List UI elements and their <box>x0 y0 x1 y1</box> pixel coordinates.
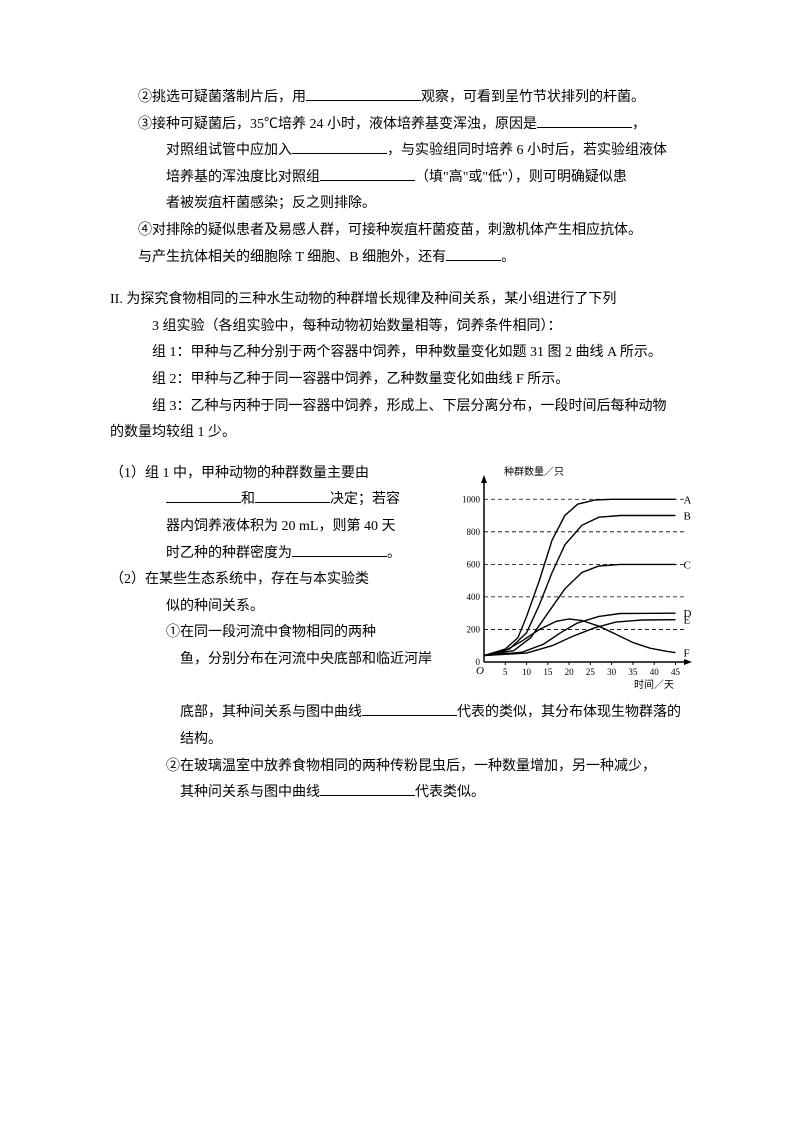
text: 代表类似。 <box>415 785 485 800</box>
flex-row: （1）组 1 中，甲种动物的种群数量主要由 和 决定；若容 器内饲养液体积为 20… <box>110 461 710 701</box>
text: 其种问关系与图中曲线 <box>180 785 320 800</box>
exam-page: ②挑选可疑菌落制片后，用 观察，可看到呈竹节状排列的杆菌。 ③接种可疑菌后，35℃… <box>0 0 800 1132</box>
q-i-4-line1: ④对排除的疑似患者及易感人群，可接种炭疽杆菌疫苗，刺激机体产生相应抗体。 <box>110 218 710 245</box>
blank <box>320 166 415 181</box>
q2-line8: 其种问关系与图中曲线 代表类似。 <box>110 780 710 807</box>
q-i-3-line1: ③接种可疑菌后，35℃培养 24 小时，液体培养基变浑浊，原因是 ， <box>110 112 710 139</box>
blank <box>255 488 330 503</box>
q-i-3-line4: 者被炭疽杆菌感染；反之则排除。 <box>110 191 710 218</box>
svg-text:E: E <box>683 614 690 626</box>
text: ④对排除的疑似患者及易感人群，可接种炭疽杆菌疫苗，刺激机体产生相应抗体。 <box>138 223 642 238</box>
text: ②在玻璃温室中放养食物相同的两种传粉昆虫后，一种数量增加，另一种减少， <box>166 759 656 774</box>
q1-line2: 和 决定；若容 <box>110 487 440 514</box>
text: 代表的类似，其分布体现生物群落的 <box>457 705 681 720</box>
text: （填"高"或"低"），则可明确疑似患 <box>415 170 627 185</box>
text: 。 <box>501 250 515 265</box>
text: 3 组实验（各组实验中，每种动物初始数量相等，饲养条件相同）： <box>152 319 562 334</box>
svg-text:B: B <box>683 510 690 522</box>
q1-line3: 器内饲养液体积为 20 mL，则第 40 天 <box>110 514 440 541</box>
q1-line4: 时乙种的种群密度为 。 <box>110 541 440 568</box>
svg-text:25: 25 <box>586 667 596 677</box>
svg-text:400: 400 <box>467 592 481 602</box>
ii-g1: 组 1：甲种与乙种分别于两个容器中饲养，甲种数量变化如题 31 图 2 曲线 A… <box>110 340 710 367</box>
blank <box>362 701 457 716</box>
text: 与产生抗体相关的细胞除 T 细胞、B 细胞外，还有 <box>138 250 446 265</box>
svg-text:种群数量／只: 种群数量／只 <box>504 465 564 478</box>
q2-line6: 结构。 <box>110 727 710 754</box>
text: II. 为探究食物相同的三种水生动物的种群增长规律及种间关系，某小组进行了下列 <box>110 292 616 307</box>
svg-text:30: 30 <box>607 667 617 677</box>
text: 似的种间关系。 <box>166 599 264 614</box>
blank <box>446 246 501 261</box>
q-i-3-line2: 对照组试管中应加入 ，与实验组同时培养 6 小时后，若实验组液体 <box>110 138 710 165</box>
svg-text:F: F <box>683 647 689 659</box>
text: 观察，可看到呈竹节状排列的杆菌。 <box>421 90 645 105</box>
ii-heading: II. 为探究食物相同的三种水生动物的种群增长规律及种间关系，某小组进行了下列 <box>110 287 710 314</box>
text: 底部，其种间关系与图中曲线 <box>180 705 362 720</box>
svg-text:5: 5 <box>503 667 508 677</box>
svg-text:时间／天: 时间／天 <box>634 678 674 690</box>
text: 时乙种的种群密度为 <box>166 546 292 561</box>
q2-line7: ②在玻璃温室中放养食物相同的两种传粉昆虫后，一种数量增加，另一种减少， <box>110 754 710 781</box>
svg-text:40: 40 <box>650 667 660 677</box>
text: 培养基的浑浊度比对照组 <box>166 170 320 185</box>
text: 组 1：甲种与乙种分别于两个容器中饲养，甲种数量变化如题 31 图 2 曲线 A… <box>152 345 662 360</box>
q-i-4-line2: 与产生抗体相关的细胞除 T 细胞、B 细胞外，还有 。 <box>110 245 710 272</box>
q-i-2: ②挑选可疑菌落制片后，用 观察，可看到呈竹节状排列的杆菌。 <box>110 85 710 112</box>
text: 组 2：甲种与乙种于同一容器中饲养，乙种数量变化如曲线 F 所示。 <box>152 372 569 387</box>
blank <box>166 488 241 503</box>
text: 。 <box>387 546 401 561</box>
text: 的数量均较组 1 少。 <box>110 425 236 440</box>
ii-g3b: 的数量均较组 1 少。 <box>110 420 710 447</box>
text: ，与实验组同时培养 6 小时后，若实验组液体 <box>387 143 667 158</box>
section-ii: II. 为探究食物相同的三种水生动物的种群增长规律及种间关系，某小组进行了下列 … <box>110 287 710 447</box>
text: （2）在某些生态系统中，存在与本实验类 <box>110 572 369 587</box>
chart-container: 种群数量／只0200400600800100051015202530354045… <box>450 461 710 701</box>
text: （1）组 1 中，甲种动物的种群数量主要由 <box>110 466 369 481</box>
svg-text:200: 200 <box>467 624 481 634</box>
svg-text:O: O <box>476 665 484 677</box>
q2-line1: （2）在某些生态系统中，存在与本实验类 <box>110 567 440 594</box>
q2-line2: 似的种间关系。 <box>110 594 440 621</box>
ii-g3: 组 3：乙种与丙种于同一容器中饲养，形成上、下层分离分布，一段时间后每种动物 <box>110 394 710 421</box>
blank <box>537 113 632 128</box>
blank <box>292 542 387 557</box>
text: ③接种可疑菌后，35℃培养 24 小时，液体培养基变浑浊，原因是 <box>138 117 537 132</box>
q2-line3: ①在同一段河流中食物相同的两种 <box>110 620 440 647</box>
text: 结构。 <box>180 732 222 747</box>
blank <box>306 86 421 101</box>
svg-text:15: 15 <box>543 667 553 677</box>
svg-text:800: 800 <box>467 527 481 537</box>
svg-text:45: 45 <box>671 667 681 677</box>
text: 决定；若容 <box>330 492 400 507</box>
svg-text:20: 20 <box>565 667 575 677</box>
q2-line4: 鱼，分别分布在河流中央底部和临近河岸 <box>110 647 440 674</box>
svg-text:10: 10 <box>522 667 532 677</box>
question-block: （1）组 1 中，甲种动物的种群数量主要由 和 决定；若容 器内饲养液体积为 20… <box>110 461 710 807</box>
svg-text:600: 600 <box>467 559 481 569</box>
text: 者被炭疽杆菌感染；反之则排除。 <box>166 196 376 211</box>
text: 器内饲养液体积为 20 mL，则第 40 天 <box>166 519 395 534</box>
text: 和 <box>241 492 255 507</box>
svg-text:A: A <box>683 494 691 506</box>
left-col: （1）组 1 中，甲种动物的种群数量主要由 和 决定；若容 器内饲养液体积为 20… <box>110 461 450 674</box>
svg-text:35: 35 <box>628 667 638 677</box>
ii-g2: 组 2：甲种与乙种于同一容器中饲养，乙种数量变化如曲线 F 所示。 <box>110 367 710 394</box>
text: 鱼，分别分布在河流中央底部和临近河岸 <box>180 652 432 667</box>
population-chart: 种群数量／只0200400600800100051015202530354045… <box>450 465 710 690</box>
text: 对照组试管中应加入 <box>166 143 292 158</box>
text: ②挑选可疑菌落制片后，用 <box>138 90 306 105</box>
svg-text:C: C <box>683 559 690 571</box>
text: 组 3：乙种与丙种于同一容器中饲养，形成上、下层分离分布，一段时间后每种动物 <box>152 399 667 414</box>
svg-text:1000: 1000 <box>462 494 481 504</box>
text: ， <box>632 117 646 132</box>
q2-line5: 底部，其种间关系与图中曲线 代表的类似，其分布体现生物群落的 <box>110 700 710 727</box>
blank <box>320 781 415 796</box>
q1-line1: （1）组 1 中，甲种动物的种群数量主要由 <box>110 461 440 488</box>
blank <box>292 139 387 154</box>
ii-heading2: 3 组实验（各组实验中，每种动物初始数量相等，饲养条件相同）： <box>110 314 710 341</box>
q-i-3-line3: 培养基的浑浊度比对照组 （填"高"或"低"），则可明确疑似患 <box>110 165 710 192</box>
text: ①在同一段河流中食物相同的两种 <box>166 625 376 640</box>
